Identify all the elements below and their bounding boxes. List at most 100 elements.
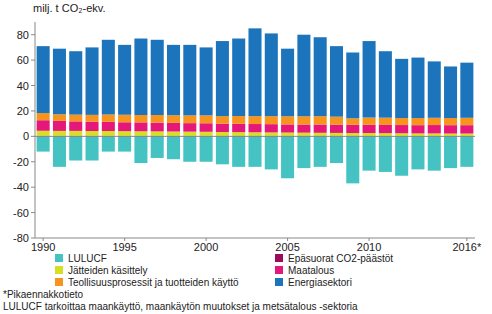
bar-segment (216, 41, 229, 116)
bar-segment (200, 47, 213, 115)
bar-segment (444, 136, 457, 168)
bar-segment (297, 35, 310, 117)
bar-segment (265, 33, 278, 116)
bar-segment (281, 49, 294, 117)
bar-segment (411, 118, 424, 125)
bar-segment (395, 125, 408, 133)
bar-segment (460, 125, 473, 133)
bar-segment (330, 125, 343, 133)
bars (37, 28, 474, 183)
y-tick-label: 0 (23, 130, 29, 142)
bar-segment (151, 40, 164, 115)
x-tick-label: 1995 (112, 241, 136, 253)
y-tick-label: 20 (17, 105, 29, 117)
bar-segment (183, 45, 196, 116)
legend-label: Teollisuusprosessit ja tuotteiden käyttö (68, 277, 239, 288)
bar-segment (200, 136, 213, 161)
bar-segment (314, 125, 327, 133)
bar-segment (265, 116, 278, 124)
y-tick-label: -60 (13, 207, 29, 219)
bar-segment (102, 136, 115, 151)
x-tick-label: 2016* (452, 241, 481, 253)
bar-segment (216, 124, 229, 132)
bar-segment (363, 118, 376, 125)
bar-segment (395, 59, 408, 118)
bar-segment (37, 113, 50, 120)
chart: milj. t CO₂-ekv.-80-60-40-20020406080199… (0, 0, 492, 314)
bar-segment (134, 136, 147, 163)
bar-segment (216, 116, 229, 123)
bar-segment (314, 116, 327, 124)
bar-segment (53, 136, 66, 166)
bar-segment (102, 131, 115, 136)
bar-segment (118, 45, 131, 115)
note: LULUCF tarkoittaa maankäyttö, maankäytön… (3, 301, 358, 312)
zero-line (35, 136, 475, 137)
note: *Pikaennakkotieto (3, 289, 83, 300)
legend-label: Jätteiden käsittely (68, 265, 148, 276)
bar-segment (428, 61, 441, 117)
y-tick (31, 136, 35, 137)
bar-segment (200, 123, 213, 132)
y-tick (31, 212, 35, 213)
bar-segment (444, 134, 457, 136)
bar-segment (411, 133, 424, 136)
legend-swatch (275, 266, 283, 274)
y-tick-label: 80 (17, 29, 29, 41)
bar-segment (281, 133, 294, 136)
bar-segment (167, 115, 180, 123)
bar-segment (69, 121, 82, 131)
x-tick-label: 2010 (357, 241, 381, 253)
bar-segment (346, 118, 359, 124)
x-tick-label: 2005 (275, 241, 299, 253)
bar-segment (379, 51, 392, 117)
bar-segment (363, 125, 376, 133)
bar-segment (265, 136, 278, 169)
bar-segment (395, 133, 408, 136)
bar-segment (118, 131, 131, 136)
bar-segment (460, 134, 473, 136)
bar-segment (151, 136, 164, 158)
bar-segment (314, 133, 327, 136)
bar-segment (216, 132, 229, 136)
bar-segment (53, 49, 66, 115)
bar-segment (363, 136, 376, 170)
bar-segment (460, 63, 473, 118)
legend-swatch (55, 254, 63, 262)
y-tick-label: 40 (17, 80, 29, 92)
legend-label: Epäsuorat CO2-päästöt (288, 253, 393, 264)
bar-segment (183, 123, 196, 132)
y-tick (31, 238, 35, 239)
bar-segment (265, 132, 278, 136)
y-tick-label: -20 (13, 156, 29, 168)
bar-segment (69, 115, 82, 122)
bar-segment (118, 136, 131, 151)
legend-swatch (55, 278, 63, 286)
bar-segment (281, 136, 294, 178)
bar-segment (232, 136, 245, 166)
bar-segment (346, 133, 359, 136)
bar-segment (379, 133, 392, 136)
bar-segment (200, 132, 213, 136)
y-tick (31, 161, 35, 162)
x-tick-label: 1990 (31, 241, 55, 253)
bar-segment (346, 125, 359, 133)
bar-segment (232, 39, 245, 117)
y-tick (31, 187, 35, 188)
bar-segment (444, 118, 457, 125)
bar-segment (134, 115, 147, 122)
bar-segment (265, 124, 278, 132)
bar-segment (248, 132, 261, 136)
bar-segment (53, 121, 66, 131)
bar-segment (281, 116, 294, 124)
y-tick-label: 60 (17, 54, 29, 66)
bar-segment (444, 125, 457, 133)
bar-segment (248, 116, 261, 124)
bar-segment (37, 120, 50, 131)
bar-segment (411, 125, 424, 133)
bar-segment (183, 136, 196, 161)
bar-segment (86, 136, 99, 160)
bar-segment (330, 46, 343, 117)
bar-segment (346, 52, 359, 118)
x-axis (35, 238, 475, 239)
